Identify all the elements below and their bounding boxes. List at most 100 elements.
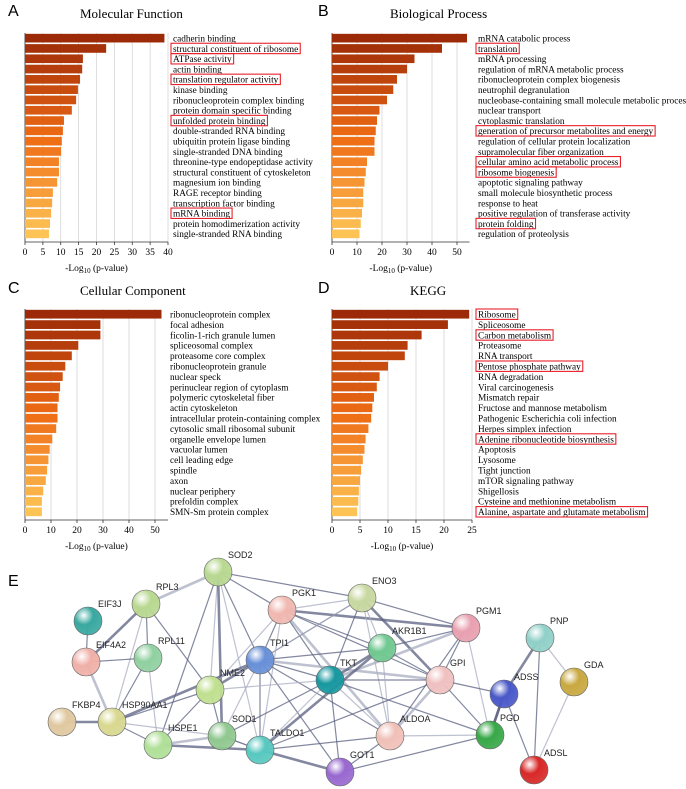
x-axis-label-part: -Log <box>369 264 388 274</box>
network-edge <box>533 637 541 771</box>
category-label: magnesium ion binding <box>173 179 261 189</box>
category-label: nuclear periphery <box>170 487 236 497</box>
bar <box>332 445 365 454</box>
category-label: ribonucleoprotein complex binding <box>173 96 305 106</box>
x-tick-label: 25 <box>467 526 477 536</box>
bar <box>332 198 364 208</box>
panel-label: A <box>8 3 19 20</box>
x-tick-label: 50 <box>150 526 160 536</box>
category-label: translation regulator activity <box>173 76 279 86</box>
x-tick-label: 10 <box>383 526 393 536</box>
network-node <box>489 679 519 709</box>
x-tick-label: 20 <box>72 526 82 536</box>
category-label: small molecule biosynthetic process <box>478 189 613 199</box>
bar <box>25 403 58 413</box>
category-label: Pentose phosphate pathway <box>478 363 581 373</box>
bar <box>25 330 101 340</box>
category-label: unfolded protein binding <box>173 116 266 127</box>
x-axis-label-part: (p-value) <box>396 541 433 552</box>
chart-title: Molecular Function <box>80 6 183 21</box>
node-label: ADSL <box>544 748 568 758</box>
highlight-box <box>170 73 281 86</box>
x-tick-label: 40 <box>427 248 437 258</box>
network-node <box>97 707 127 737</box>
bar <box>332 85 394 94</box>
bar <box>25 44 107 53</box>
bar <box>332 54 415 64</box>
node-label: HSPE1 <box>168 723 198 733</box>
network-node <box>203 557 233 587</box>
highlight-box <box>170 52 235 65</box>
network-node <box>559 667 589 697</box>
bar <box>332 178 365 187</box>
category-label: mTOR signaling pathway <box>478 477 574 487</box>
category-label: Spliceosome <box>478 321 526 331</box>
bar <box>332 403 373 413</box>
network-node <box>525 623 555 653</box>
chart-title: Biological Process <box>390 6 487 21</box>
network-edge <box>259 659 391 737</box>
x-axis-label: -Log10 (p-value) <box>371 541 434 553</box>
x-tick-label: 15 <box>74 248 84 258</box>
x-axis-label-part: 10 <box>389 545 397 553</box>
bar <box>25 85 78 94</box>
x-axis-label: -Log10 (p-value) <box>369 263 432 275</box>
bar <box>332 424 369 433</box>
network-node <box>207 721 237 751</box>
node-label: EIF3J <box>98 599 122 609</box>
network-node <box>133 643 163 673</box>
node-label: TPI1 <box>270 638 289 648</box>
x-tick-label: 20 <box>92 248 102 258</box>
network-edge <box>281 608 467 630</box>
category-label: vacuolar lumen <box>170 446 228 456</box>
network-edge <box>111 658 261 724</box>
bar <box>332 229 360 239</box>
node-label: GOT1 <box>350 750 375 760</box>
bar <box>332 465 362 475</box>
x-axis-label-part: (p-value) <box>91 541 128 552</box>
category-label: intracellular protein-containing complex <box>170 415 321 425</box>
highlight-box <box>475 329 554 341</box>
category-label: proteasome core complex <box>170 352 266 362</box>
category-label: kinase binding <box>173 86 228 96</box>
network-edge <box>259 679 441 751</box>
category-label: Alanine, aspartate and glutamate metabol… <box>478 508 646 518</box>
category-label: cellular amino acid metabolic process <box>478 158 619 168</box>
bar <box>25 445 50 454</box>
network-node <box>475 720 505 750</box>
bar <box>332 351 405 361</box>
bar <box>25 105 72 115</box>
x-tick-label: 5 <box>358 526 363 536</box>
network-edge <box>259 679 331 751</box>
category-label: ribonucleoprotein complex biogenesis <box>478 76 620 86</box>
x-tick-label: 15 <box>411 526 421 536</box>
category-label: threonine-type endopeptidase activity <box>173 158 313 168</box>
node-label: ENO3 <box>372 576 397 586</box>
bar <box>25 309 162 319</box>
bar <box>25 497 42 506</box>
network-node <box>71 647 101 677</box>
network-edge <box>339 734 491 773</box>
node-label: PGK1 <box>292 588 316 598</box>
bar <box>25 476 46 485</box>
category-label: regulation of mRNA metabolic process <box>478 64 624 75</box>
bar <box>332 393 374 402</box>
node-label: GDA <box>584 660 604 670</box>
bar <box>25 157 59 167</box>
category-label: cadherin binding <box>173 34 236 44</box>
network-edge <box>221 679 331 737</box>
category-label: Lysosome <box>478 456 516 466</box>
bar <box>332 64 407 74</box>
network-edge <box>209 571 219 691</box>
bar <box>25 188 53 197</box>
highlight-box <box>475 360 584 372</box>
category-label: mRNA binding <box>173 210 230 220</box>
category-label: structural constituent of ribosome <box>173 44 298 55</box>
bar <box>25 351 72 361</box>
x-tick-label: 10 <box>352 248 362 258</box>
category-label: response to heat <box>478 199 538 209</box>
category-label: nuclear transport <box>478 107 541 117</box>
category-label: ribosome biogenesis <box>478 168 555 178</box>
network-edge <box>329 679 491 736</box>
category-label: mRNA processing <box>478 55 547 65</box>
